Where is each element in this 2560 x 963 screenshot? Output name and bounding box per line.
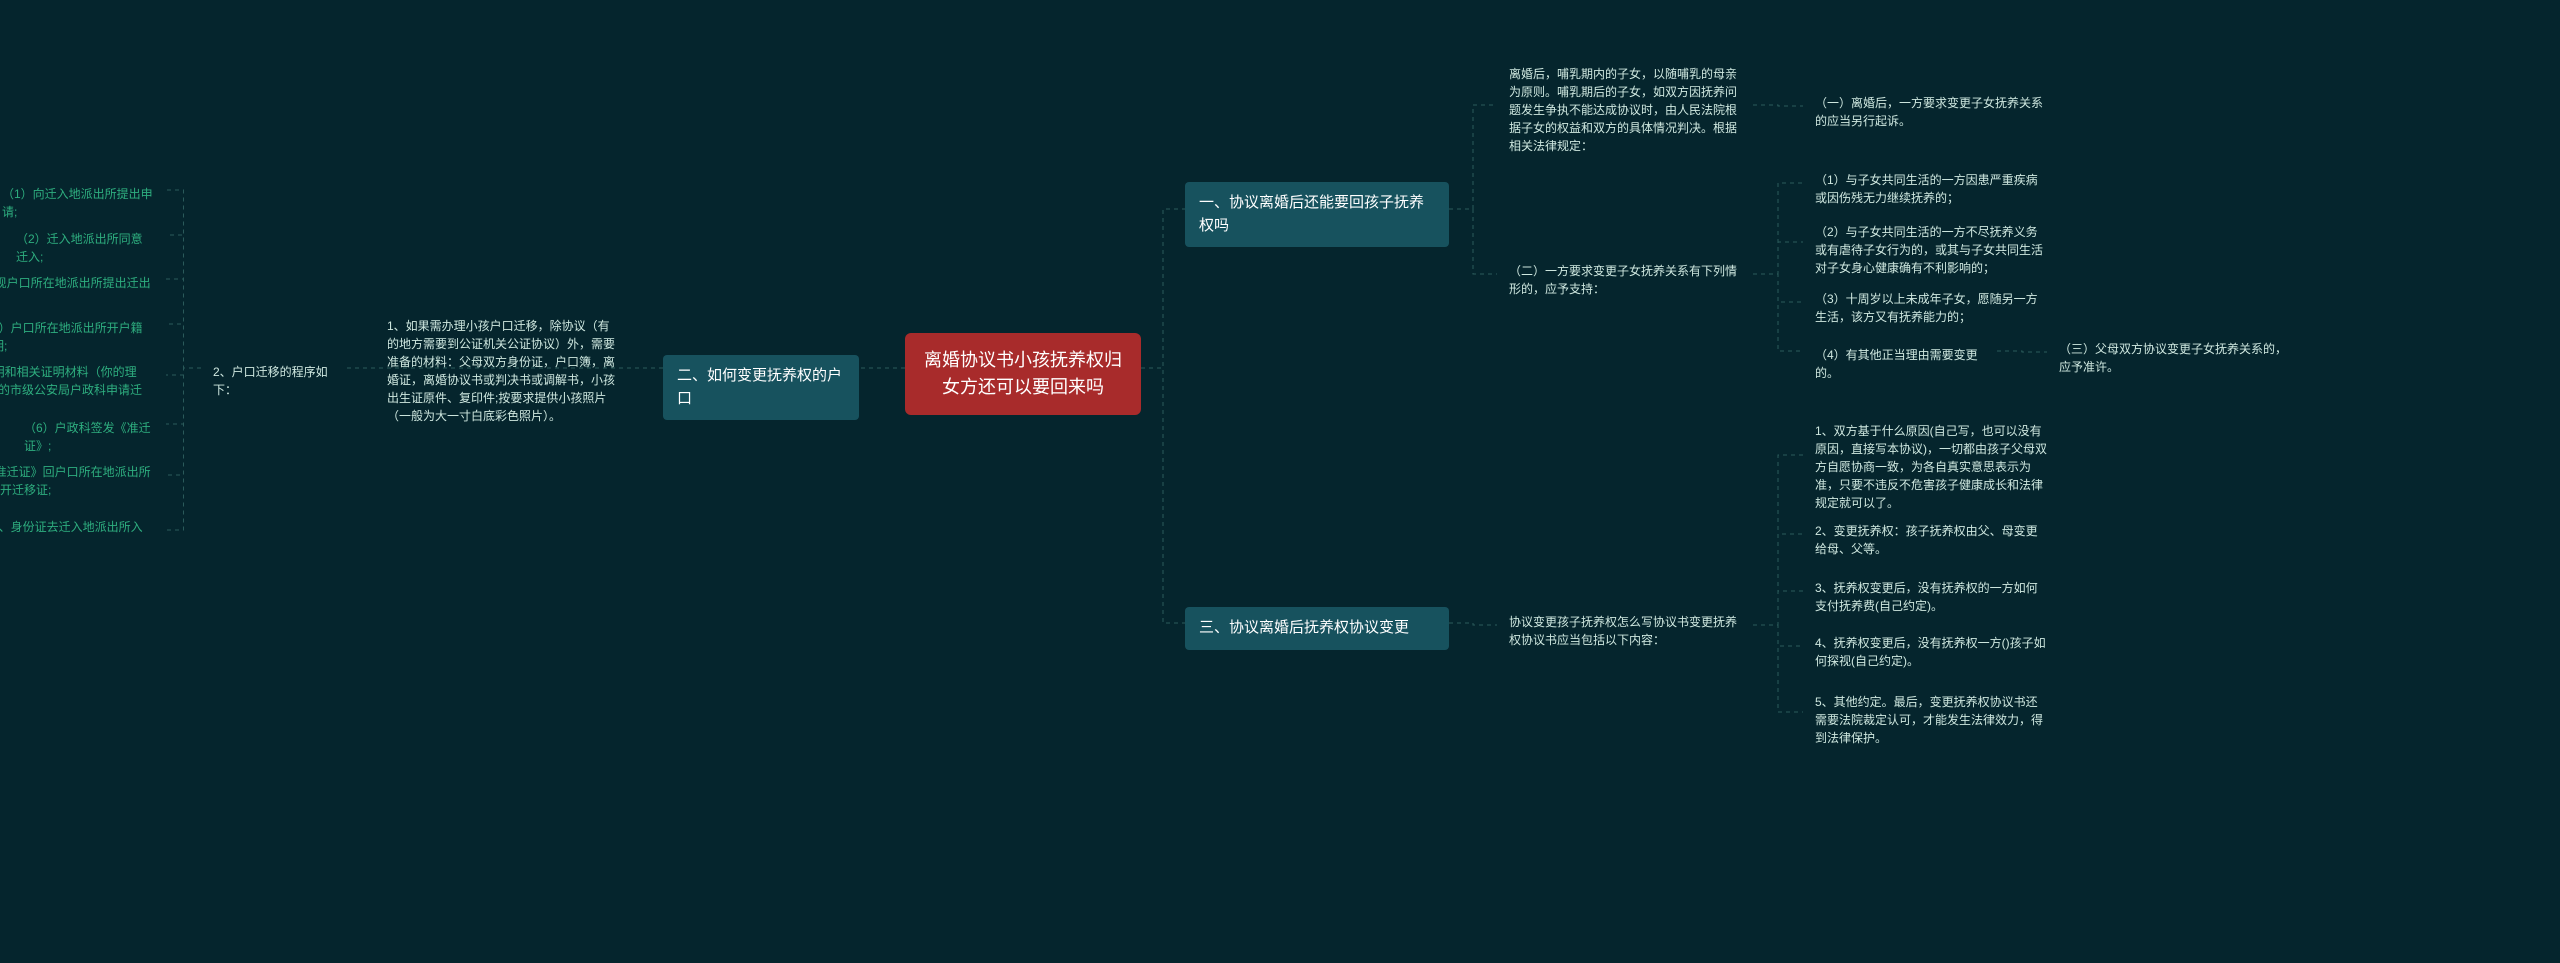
node-b1b4_r[interactable]: （三）父母双方协议变更子女抚养关系的，应予准许。: [2047, 332, 2303, 384]
node-b1[interactable]: 一、协议离婚后还能要回孩子抚养权吗: [1185, 182, 1449, 247]
edge-b3a-b3a3: [1753, 591, 1803, 625]
edge-b1b-b1b1: [1753, 183, 1803, 274]
node-b2b8[interactable]: （8）持迁移证、身份证去迁入地派出所入户。: [0, 510, 166, 562]
edge-b2b-b2b6: [166, 368, 201, 424]
edge-b1a-b1a_r: [1753, 105, 1803, 106]
edge-b1b4-b1b4_r: [1997, 351, 2047, 352]
node-root[interactable]: 离婚协议书小孩抚养权归女方还可以要回来吗: [905, 333, 1141, 415]
edge-b2b-b2b8: [166, 368, 201, 530]
node-b3a[interactable]: 协议变更孩子抚养权怎么写协议书变更抚养权协议书应当包括以下内容：: [1497, 605, 1753, 657]
node-b1b4[interactable]: （4）有其他正当理由需要变更的。: [1803, 338, 1997, 390]
mindmap-canvas: 离婚协议书小孩抚养权归女方还可以要回来吗 一、协议离婚后还能要回孩子抚养权吗离婚后…: [0, 0, 2560, 963]
edge-b3-b3a: [1449, 623, 1497, 625]
node-b1a[interactable]: 离婚后，哺乳期内的子女，以随哺乳的母亲为原则。哺乳期后的子女，如双方因抚养问题发…: [1497, 57, 1753, 163]
edge-b3a-b3a4: [1753, 625, 1803, 646]
edge-b1-b1a: [1449, 105, 1497, 209]
node-b1b2[interactable]: （2）与子女共同生活的一方不尽抚养义务或有虐待子女行为的，或其与子女共同生活对子…: [1803, 215, 2059, 285]
node-b1a_r[interactable]: （一）离婚后，一方要求变更子女抚养关系的应当另行起诉。: [1803, 86, 2059, 138]
edge-b3a-b3a1: [1753, 455, 1803, 625]
node-b2b[interactable]: 2、户口迁移的程序如下：: [201, 355, 345, 407]
edge-b1b-b1b2: [1753, 242, 1803, 274]
connector-svg: [0, 0, 2560, 963]
node-b3a4[interactable]: 4、抚养权变更后，没有抚养权一方()孩子如何探视(自己约定)。: [1803, 626, 2059, 678]
edge-b2b-b2b4: [166, 324, 201, 368]
edge-b2b-b2b7: [166, 368, 201, 475]
node-b2[interactable]: 二、如何变更抚养权的户口: [663, 355, 859, 420]
node-b3a5[interactable]: 5、其他约定。最后，变更抚养权协议书还需要法院裁定认可，才能发生法律效力，得到法…: [1803, 685, 2059, 755]
node-b1b3[interactable]: （3）十周岁以上未成年子女，愿随另一方生活，该方又有抚养能力的；: [1803, 282, 2059, 334]
edge-b1b-b1b4: [1753, 274, 1803, 351]
edge-b2b-b2b3: [166, 279, 201, 368]
edge-root-b3: [1141, 368, 1185, 623]
node-b3a3[interactable]: 3、抚养权变更后，没有抚养权的一方如何支付抚养费(自己约定)。: [1803, 571, 2059, 623]
node-b1b1[interactable]: （1）与子女共同生活的一方因患严重疾病或因伤残无力继续抚养的；: [1803, 163, 2059, 215]
edge-b1b-b1b3: [1753, 274, 1803, 302]
node-b1b[interactable]: （二）一方要求变更子女抚养关系有下列情形的，应予支持：: [1497, 254, 1753, 306]
node-b3a1[interactable]: 1、双方基于什么原因(自己写，也可以没有原因，直接写本协议)，一切都由孩子父母双…: [1803, 414, 2059, 520]
node-b3a2[interactable]: 2、变更抚养权：孩子抚养权由父、母变更给母、父等。: [1803, 514, 2059, 566]
edge-b2b-b2b5: [166, 368, 201, 375]
edge-b2b-b2b2: [166, 235, 201, 368]
node-b2a[interactable]: 1、如果需办理小孩户口迁移，除协议（有的地方需要到公证机关公证协议）外，需要准备…: [375, 309, 631, 433]
edge-b3a-b3a2: [1753, 534, 1803, 625]
edge-b2b-b2b1: [166, 190, 201, 368]
edge-b3a-b3a5: [1753, 625, 1803, 712]
edge-root-b1: [1141, 209, 1185, 368]
edge-b1-b1b: [1449, 209, 1497, 274]
node-b3[interactable]: 三、协议离婚后抚养权协议变更: [1185, 607, 1449, 650]
node-b2b7[interactable]: （7）持《准迁证》回户口所在地派出所办理迁出并开迁移证;: [0, 455, 166, 507]
